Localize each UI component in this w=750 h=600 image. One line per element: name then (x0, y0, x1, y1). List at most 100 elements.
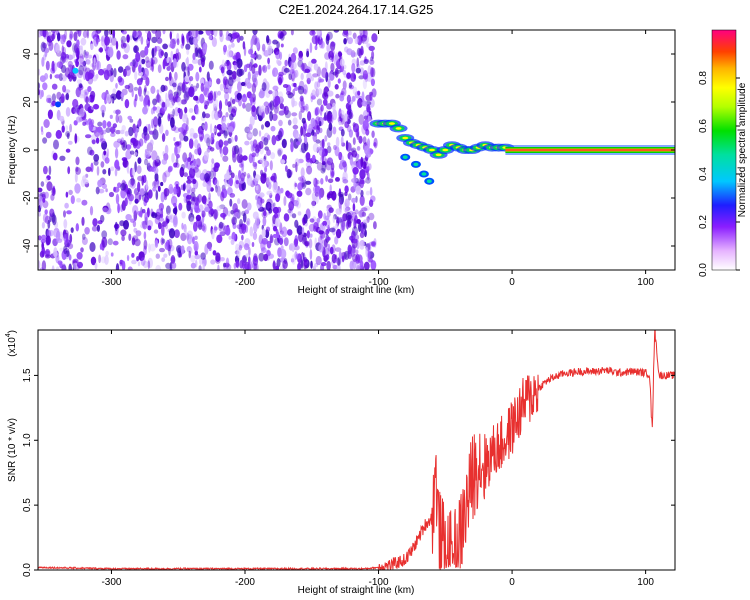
noise-speckle (61, 263, 67, 270)
noise-speckle (38, 235, 42, 241)
noise-speckle (156, 208, 162, 216)
noise-speckle (266, 149, 271, 156)
noise-speckle (101, 236, 108, 248)
noise-speckle (181, 222, 184, 230)
noise-speckle (139, 94, 144, 102)
noise-speckle (120, 229, 127, 237)
noise-speckle (64, 233, 69, 244)
noise-speckle (344, 191, 348, 197)
noise-speckle (174, 145, 178, 156)
noise-speckle (352, 262, 359, 270)
noise-speckle (216, 205, 222, 212)
noise-speckle (127, 115, 132, 120)
noise-speckle (204, 172, 210, 182)
noise-speckle (311, 154, 316, 163)
spectrogram-y-axis-label: Frequency (Hz) (7, 116, 18, 185)
noise-speckle (60, 93, 65, 103)
noise-speckle (97, 179, 103, 188)
noise-speckle (317, 125, 320, 131)
noise-speckle (333, 30, 340, 33)
noise-speckle (187, 63, 194, 71)
noise-speckle (211, 167, 215, 173)
noise-speckle (134, 161, 137, 173)
noise-speckle (59, 155, 66, 161)
noise-speckle (301, 182, 306, 190)
noise-speckle (157, 116, 162, 127)
noise-speckle (342, 80, 347, 90)
noise-speckle (330, 162, 335, 171)
noise-speckle (216, 234, 223, 244)
noise-speckle (155, 190, 159, 200)
noise-speckle (133, 86, 139, 91)
noise-speckle (246, 218, 251, 226)
noise-speckle (337, 78, 341, 84)
noise-speckle (335, 93, 340, 99)
noise-speckle (277, 130, 283, 141)
noise-speckle (188, 108, 194, 113)
snr-x-axis-label: Height of straight line (km) (298, 585, 415, 596)
noise-speckle (314, 263, 319, 268)
noise-speckle (78, 47, 84, 57)
noise-speckle (173, 162, 178, 168)
noise-speckle (199, 49, 203, 59)
noise-speckle (225, 112, 229, 118)
noise-speckle (108, 191, 115, 198)
noise-speckle (286, 168, 292, 179)
noise-speckle (202, 181, 207, 187)
noise-speckle (312, 177, 316, 185)
noise-speckle (41, 246, 45, 257)
noise-speckle (291, 213, 297, 219)
noise-speckle (357, 97, 363, 108)
noise-speckle (169, 43, 175, 48)
noise-speckle (225, 226, 231, 236)
noise-speckle (224, 179, 227, 188)
noise-speckle (111, 37, 117, 46)
noise-speckle (48, 165, 52, 176)
noise-speckle (99, 132, 104, 142)
noise-speckle (110, 252, 114, 257)
noise-speckle (297, 211, 302, 216)
noise-speckle (126, 166, 130, 174)
noise-speckle (363, 261, 370, 270)
noise-speckle (272, 206, 279, 214)
noise-speckle (75, 156, 80, 166)
noise-speckle (143, 88, 147, 96)
noise-speckle (321, 162, 327, 173)
noise-speckle (189, 186, 193, 194)
noise-speckle (185, 43, 191, 51)
colorbar-tick-label: 0.8 (698, 71, 709, 85)
noise-speckle (61, 264, 67, 270)
noise-speckle (181, 61, 186, 72)
noise-speckle (189, 76, 194, 82)
snr-x-tick-label: -100 (369, 577, 389, 588)
noise-speckle (158, 202, 164, 211)
noise-speckle (68, 189, 73, 196)
noise-speckle (325, 228, 329, 236)
noise-speckle (270, 152, 276, 160)
noise-speckle (294, 219, 299, 228)
noise-speckle (144, 46, 149, 56)
noise-speckle (219, 230, 226, 236)
noise-speckle (348, 111, 352, 119)
noise-speckle (343, 38, 347, 45)
noise-speckle (348, 210, 354, 216)
noise-speckle (237, 148, 240, 157)
noise-speckle (286, 229, 293, 236)
noise-speckle (45, 60, 50, 71)
noise-speckle (359, 260, 364, 269)
noise-speckle (280, 43, 284, 48)
noise-speckle (101, 230, 108, 239)
noise-speckle (330, 62, 335, 72)
noise-speckle (120, 137, 124, 143)
noise-speckle (165, 262, 172, 269)
noise-speckle (211, 37, 217, 48)
noise-speckle (320, 167, 326, 174)
noise-speckle (210, 132, 215, 140)
noise-speckle (347, 193, 352, 201)
chart-title: C2E1.2024.264.17.14.G25 (279, 2, 434, 17)
noise-speckle (201, 122, 206, 131)
noise-speckle (272, 260, 276, 270)
noise-speckle (177, 52, 182, 60)
noise-speckle (238, 170, 242, 180)
noise-speckle (266, 240, 272, 249)
